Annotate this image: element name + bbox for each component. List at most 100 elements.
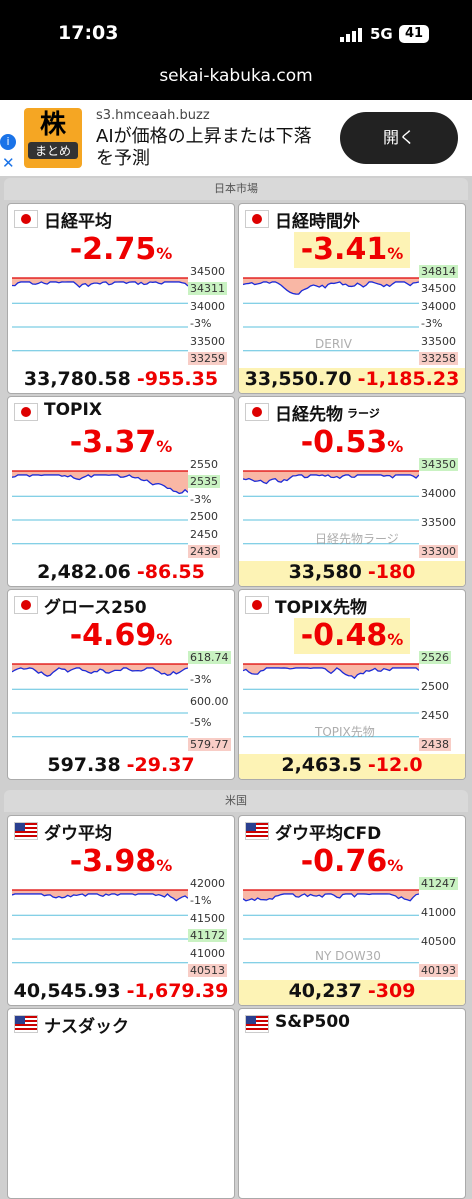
chart-line: [243, 474, 419, 485]
axis-label: -3%: [190, 492, 212, 506]
flag: [245, 403, 269, 421]
tile[interactable]: グロース250 -4.69% 618.74 -3% 600.00 -5% 579.77 597…: [7, 589, 235, 780]
price: 33,780.58: [23, 368, 131, 390]
flag: [245, 596, 269, 614]
ad[interactable]: i ✕ 株 まとめ s3.hmceaah.buzz AIが価格の上昇または下落を…: [0, 100, 472, 176]
price-row: 2,463.5 -12.0: [239, 754, 465, 779]
axis-label: 41500: [190, 911, 225, 925]
network: 5G: [370, 25, 393, 43]
tile[interactable]: ナスダック: [7, 1008, 235, 1199]
tile[interactable]: 日経平均 -2.75% 34500 34311 34000 -3% 33500 33259 33…: [7, 203, 235, 394]
flag: [14, 403, 38, 421]
chart-line: [12, 474, 188, 495]
pct: -2.75: [69, 232, 157, 267]
tile-name: グロース250: [44, 598, 147, 618]
flag-dot: [252, 600, 262, 610]
tile-name: 日経時間外: [275, 212, 360, 232]
axis-label: 34500: [421, 282, 456, 296]
mini-chart: [243, 277, 419, 352]
pct-unit: %: [156, 630, 173, 649]
axis-label: -3%: [421, 317, 443, 331]
axis-label: 41000: [421, 906, 456, 919]
pct-unit: %: [387, 856, 404, 875]
pct-box: -0.53%: [294, 425, 410, 461]
flag: [14, 822, 38, 840]
pct: -4.69: [69, 618, 157, 653]
ad-button[interactable]: 開く: [340, 112, 458, 164]
mini-chart: [243, 663, 419, 738]
pct: -0.76: [300, 844, 388, 879]
axis-label: 2436: [188, 545, 220, 558]
price: 40,237: [288, 980, 362, 1002]
axis-label: 34000: [421, 299, 456, 313]
flag: [245, 1015, 269, 1033]
chart-area: [12, 664, 188, 677]
pct: -3.37: [69, 425, 157, 460]
tile-name: 日経平均: [44, 212, 112, 232]
change: -1,185.23: [357, 368, 460, 390]
mini-chart: [243, 889, 419, 964]
tile[interactable]: 日経時間外 -3.41% DERIV 34814 34500 34000 -3% 33500 3…: [238, 203, 466, 394]
price-row: 40,237 -309: [239, 980, 465, 1005]
tile[interactable]: TOPIX先物 -0.48% TOPIX先物 2526 2500 2450 2438 2,46…: [238, 589, 466, 780]
watermark: TOPIX先物: [315, 725, 375, 739]
mini-chart: [12, 663, 188, 738]
url[interactable]: sekai-kabuka.com: [159, 66, 313, 86]
axis-label: 40513: [188, 964, 227, 977]
change: -86.55: [136, 561, 205, 583]
chart-area: [243, 278, 419, 295]
pct: -3.41: [300, 232, 388, 267]
price-row: 33,580 -180: [239, 561, 465, 586]
price-row: 597.38 -29.37: [8, 754, 234, 779]
ad-icon-top: 株: [39, 110, 66, 140]
flag: [14, 210, 38, 228]
pct-box: -3.98%: [63, 844, 179, 880]
mini-chart: [243, 470, 419, 545]
pct: -0.48: [300, 618, 388, 653]
axis-label: 33300: [419, 545, 458, 558]
section-title: 日本市場: [4, 178, 468, 200]
axis-label: 600.00: [190, 694, 229, 708]
axis-label: 2450: [421, 709, 449, 722]
pct-box: -0.48%: [294, 618, 410, 654]
tile[interactable]: ダウ平均 -3.98% 42000 -1% 41500 41172 41000 40513 40…: [7, 815, 235, 1006]
pct-unit: %: [387, 437, 404, 456]
tile[interactable]: TOPIX -3.37% 2550 2535 -3% 2500 2450 2436 2,482.…: [7, 396, 235, 587]
chart-area: [243, 890, 419, 901]
change: -29.37: [126, 754, 195, 776]
axis-label: 41247: [419, 877, 458, 890]
pct: -0.53: [300, 425, 388, 460]
tile[interactable]: 日経先物 ラージ -0.53% 日経先物ラージ 34350 34000 33500 33300…: [238, 396, 466, 587]
pct-box: -4.69%: [63, 618, 179, 654]
price: 33,580: [288, 561, 362, 583]
tile[interactable]: ダウ平均CFD -0.76% NY DOW30 41247 41000 40500 4019…: [238, 815, 466, 1006]
tile-name: TOPIX先物: [275, 598, 367, 618]
time: 17:03: [58, 22, 119, 44]
chart-line: [12, 667, 188, 677]
change: -180: [367, 561, 416, 583]
axis-label: 2500: [421, 680, 449, 693]
status-bar: 17:03 5G 41 sekai-kabuka.com: [0, 0, 472, 100]
flag-dot: [21, 214, 31, 224]
pct-unit: %: [156, 244, 173, 263]
price: 597.38: [47, 754, 121, 776]
ad-info[interactable]: i: [0, 134, 16, 150]
flag: [245, 210, 269, 228]
pct-unit: %: [156, 856, 173, 875]
flag: [245, 822, 269, 840]
axis-label: 34500: [190, 265, 225, 278]
pct: -3.98: [69, 844, 157, 879]
tile-name: ナスダック: [44, 1017, 129, 1037]
chart-line: [243, 893, 419, 902]
axis-label: 33500: [421, 516, 456, 529]
tile[interactable]: S&P500: [238, 1008, 466, 1199]
pct-unit: %: [156, 437, 173, 456]
watermark: DERIV: [315, 337, 352, 351]
chart-line: [12, 281, 188, 288]
axis-label: -5%: [190, 716, 212, 730]
axis-label: -1%: [190, 894, 212, 908]
price-row: 2,482.06 -86.55: [8, 561, 234, 586]
axis-label: 34000: [190, 299, 225, 313]
ad-close[interactable]: ✕: [2, 154, 15, 172]
chart-line: [243, 667, 419, 680]
